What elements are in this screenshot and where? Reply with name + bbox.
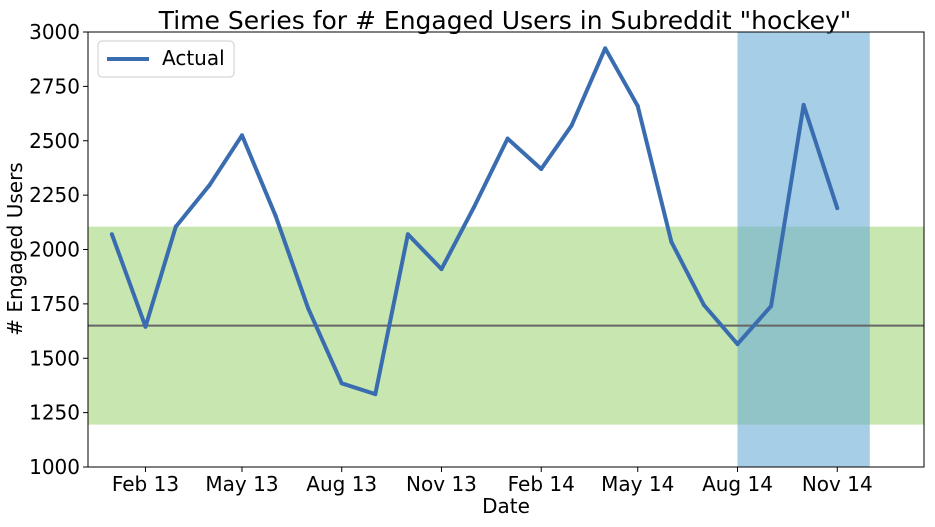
data-point [439, 267, 444, 272]
x-tick-label: Aug 14 [702, 472, 773, 496]
y-tick-label: 2000 [29, 238, 80, 262]
y-tick-label: 2750 [29, 74, 80, 98]
x-tick-label: Aug 13 [306, 472, 377, 496]
y-tick-label: 1000 [29, 455, 80, 479]
legend-box [97, 40, 235, 78]
data-point [273, 213, 278, 218]
y-tick-label: 2250 [29, 183, 80, 207]
y-tick-label: 2500 [29, 129, 80, 153]
data-point [701, 302, 706, 307]
chart-title: Time Series for # Engaged Users in Subre… [158, 6, 852, 35]
data-point [669, 239, 674, 244]
x-tick-label: Feb 13 [112, 472, 179, 496]
data-point [769, 304, 774, 309]
y-tick-label: 3000 [29, 20, 80, 44]
x-tick-label: May 14 [601, 472, 674, 496]
y-tick-label: 1750 [29, 292, 80, 316]
data-point [635, 103, 640, 108]
y-axis-label: # Engaged Users [3, 162, 27, 335]
x-tick-label: May 13 [205, 472, 278, 496]
data-point [373, 392, 378, 397]
data-point [505, 136, 510, 141]
data-point [405, 232, 410, 237]
data-point [306, 306, 311, 311]
data-point [239, 133, 244, 138]
legend: Actual [97, 40, 235, 78]
x-tick-label: Nov 14 [802, 472, 873, 496]
data-point [339, 381, 344, 386]
data-point [569, 123, 574, 128]
data-point [735, 342, 740, 347]
data-point [472, 205, 477, 210]
data-point [801, 102, 806, 107]
data-point [143, 324, 148, 329]
highlight-period-band [737, 32, 870, 467]
data-point [109, 232, 114, 237]
y-tick-label: 1500 [29, 346, 80, 370]
y-tick-label: 1250 [29, 401, 80, 425]
data-point [207, 183, 212, 188]
x-tick-label: Feb 14 [508, 472, 575, 496]
data-point [835, 206, 840, 211]
legend-label-actual: Actual [162, 46, 225, 70]
data-point [603, 46, 608, 51]
data-point [539, 167, 544, 172]
data-point [173, 224, 178, 229]
x-axis-label: Date [482, 494, 530, 518]
x-tick-label: Nov 13 [406, 472, 477, 496]
